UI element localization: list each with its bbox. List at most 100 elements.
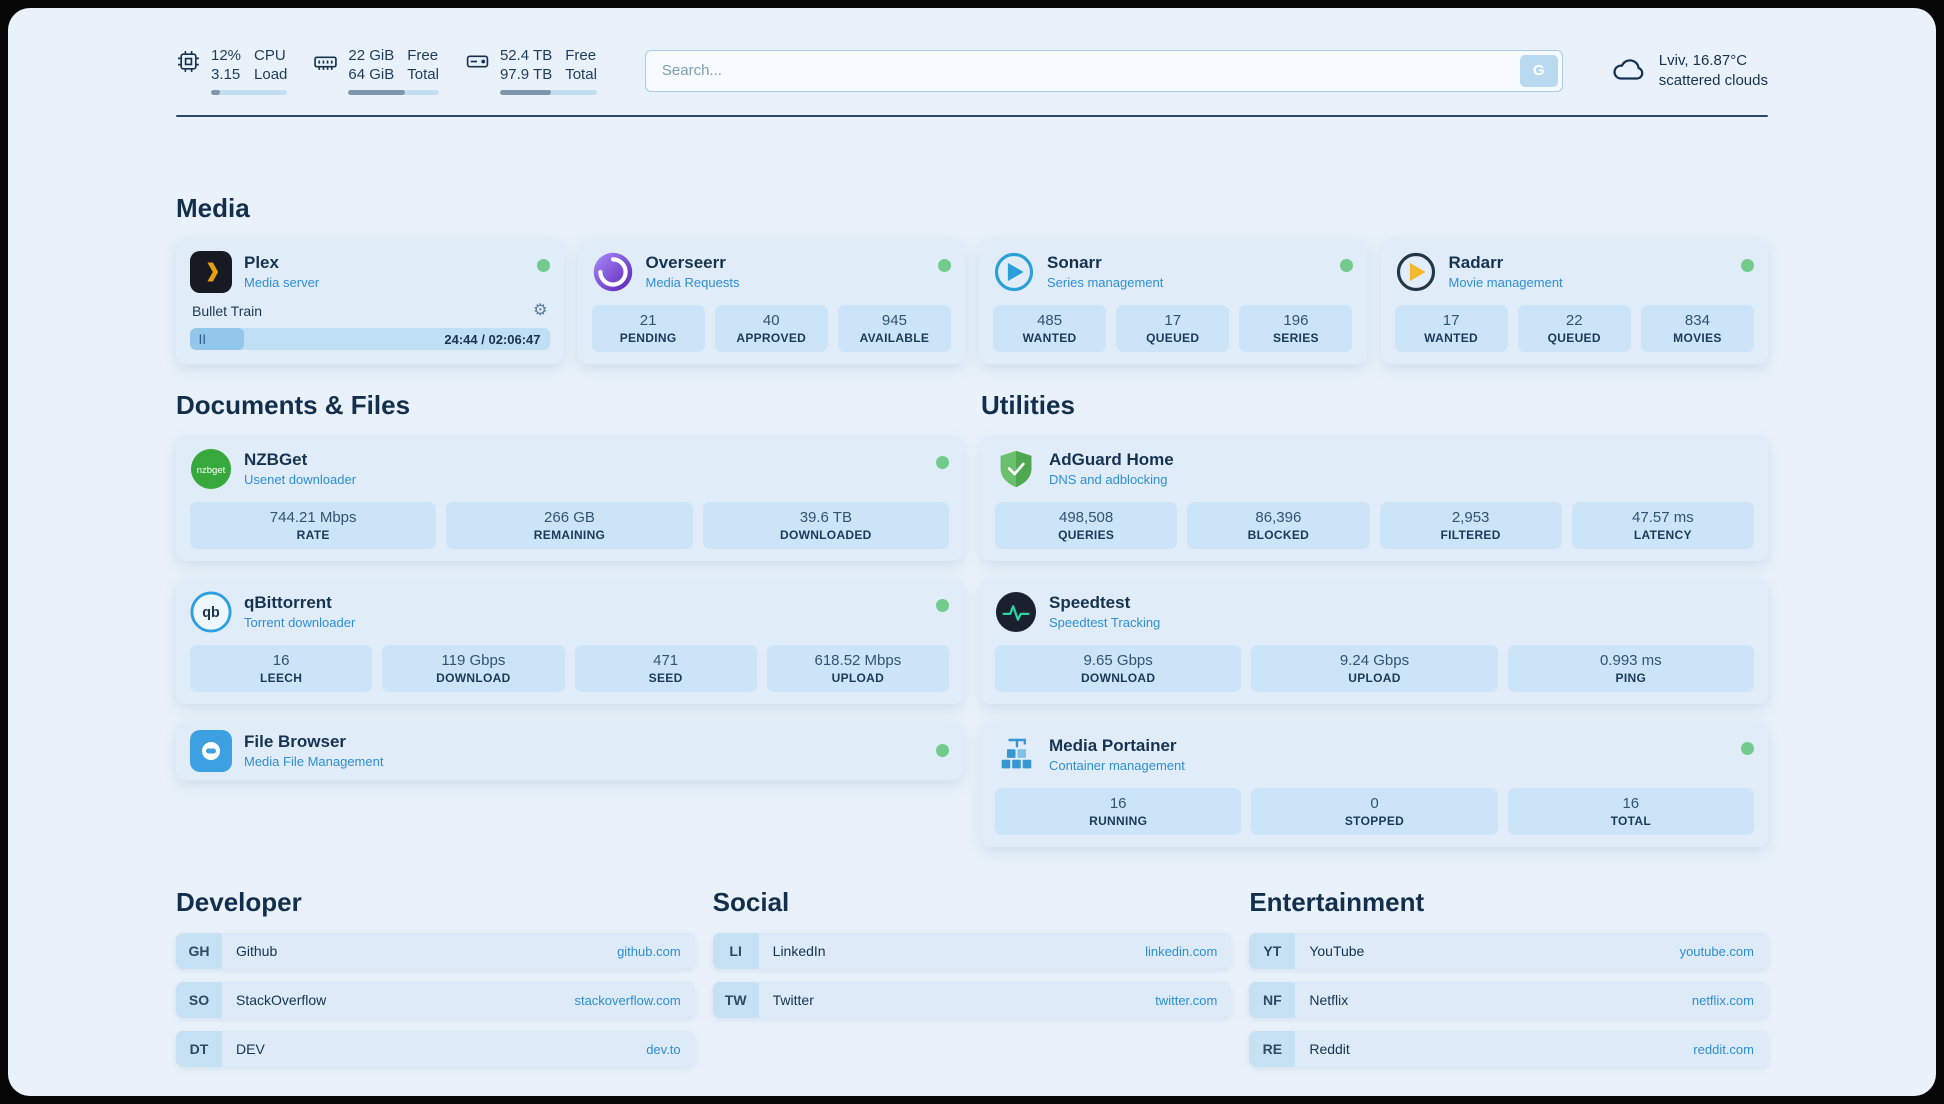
- sonarr-card[interactable]: Sonarr Series management 485 WANTED 17 Q…: [979, 239, 1367, 364]
- adguard-subtitle: DNS and adblocking: [1049, 472, 1168, 487]
- media-section: Media Plex Media server Bullet Train ⚙: [176, 193, 1768, 364]
- overseerr-stat-approved: 40 APPROVED: [714, 305, 828, 352]
- link-twitter[interactable]: TW Twitter twitter.com: [712, 982, 1232, 1018]
- sonarr-stat-series: 196 SERIES: [1239, 305, 1353, 352]
- disk-widget: 52.4 TB 97.9 TB Free Total: [465, 46, 597, 95]
- portainer-card[interactable]: Media Portainer Container management 16 …: [981, 722, 1768, 847]
- nzbget-stat-remaining: 266 GB REMAINING: [446, 502, 693, 549]
- link-dev[interactable]: DT DEV dev.to: [176, 1031, 695, 1067]
- radarr-stat-wanted: 17 WANTED: [1394, 305, 1508, 352]
- link-linkedin[interactable]: LI LinkedIn linkedin.com: [712, 933, 1232, 969]
- sonarr-stat-queued: 17 QUEUED: [1116, 305, 1230, 352]
- portainer-stat-stopped: 0 STOPPED: [1251, 788, 1498, 835]
- qbittorrent-stat-seed: 471 SEED: [574, 645, 757, 692]
- weather-condition: scattered clouds: [1658, 71, 1768, 89]
- nzbget-stat-rate: 744.21 Mbps RATE: [190, 502, 437, 549]
- link-netflix[interactable]: NF Netflix netflix.com: [1249, 982, 1768, 1018]
- speedtest-icon: [995, 591, 1037, 633]
- middle-zone: Documents & Files nzbget NZBGet Usenet d…: [176, 390, 1768, 847]
- qbittorrent-status-dot: [936, 599, 949, 612]
- stackoverflow-badge: SO: [176, 982, 222, 1018]
- pause-icon[interactable]: ||: [199, 333, 207, 345]
- twitter-badge: TW: [712, 982, 759, 1018]
- reddit-badge: RE: [1249, 1031, 1296, 1067]
- cpu-progress-fill: [211, 90, 221, 95]
- playback-time: 24:44 / 02:06:47: [444, 331, 541, 347]
- social-section-title: Social: [712, 887, 790, 917]
- overseerr-stat-pending: 21 PENDING: [591, 305, 705, 352]
- adguard-stats: 498,508 QUERIES 86,396 BLOCKED 2,953 FIL…: [995, 502, 1754, 549]
- nzbget-status-dot: [936, 456, 949, 469]
- portainer-icon: [995, 734, 1037, 776]
- overseerr-stat-available: 945 AVAILABLE: [837, 305, 951, 352]
- adguard-card[interactable]: AdGuard Home DNS and adblocking 498,508 …: [981, 436, 1768, 561]
- nzbget-stat-downloaded: 39.6 TB DOWNLOADED: [702, 502, 949, 549]
- adguard-stat-filtered: 2,953 FILTERED: [1379, 502, 1562, 549]
- overseerr-name: Overseerr: [645, 253, 726, 272]
- linkedin-badge: LI: [712, 933, 759, 969]
- disk-total-value: 97.9 TB: [499, 66, 553, 83]
- sonarr-subtitle: Series management: [1047, 275, 1164, 290]
- header-divider: [176, 115, 1768, 117]
- filebrowser-status-dot: [936, 744, 949, 757]
- search-engine-button[interactable]: G: [1519, 54, 1558, 87]
- cpu-usage-label: CPU: [254, 47, 286, 64]
- nzbget-card[interactable]: nzbget NZBGet Usenet downloader 744.21 M…: [176, 436, 963, 561]
- settings-gear-icon[interactable]: ⚙: [533, 302, 548, 319]
- link-youtube[interactable]: YT YouTube youtube.com: [1249, 933, 1768, 969]
- playback-progress-bar[interactable]: || 24:44 / 02:06:47: [190, 328, 550, 350]
- speedtest-stats: 9.65 Gbps DOWNLOAD 9.24 Gbps UPLOAD 0.99…: [995, 645, 1754, 692]
- ram-widget: 22 GiB 64 GiB Free Total: [313, 46, 439, 95]
- radarr-stats: 17 WANTED 22 QUEUED 834 MOVIES: [1394, 305, 1755, 352]
- ram-progress-bar: [348, 90, 439, 95]
- adguard-stat-queries: 498,508 QUERIES: [995, 502, 1178, 549]
- weather-widget: Lviv, 16.87°C scattered clouds: [1611, 51, 1768, 91]
- disk-total-label: Total: [565, 66, 597, 83]
- plex-icon: [190, 251, 232, 293]
- now-playing-title: Bullet Train: [192, 303, 263, 319]
- radarr-card[interactable]: Radarr Movie management 17 WANTED 22 QUE…: [1380, 239, 1768, 364]
- filebrowser-card[interactable]: File Browser Media File Management: [176, 722, 963, 780]
- now-playing-row: Bullet Train ⚙: [190, 302, 550, 320]
- social-column: Social LI LinkedIn linkedin.com TW Twitt…: [712, 887, 1232, 1018]
- netflix-badge: NF: [1249, 982, 1296, 1018]
- link-github[interactable]: GH Github github.com: [176, 933, 695, 969]
- topbar: 12% 3.15 CPU Load: [176, 46, 1768, 95]
- dev-badge: DT: [176, 1031, 222, 1067]
- qbittorrent-icon: qb: [190, 591, 232, 633]
- portainer-status-dot: [1741, 742, 1754, 755]
- ram-free-value: 22 GiB: [348, 47, 395, 64]
- nzbget-subtitle: Usenet downloader: [244, 472, 357, 487]
- media-section-title: Media: [176, 193, 250, 223]
- sonarr-stat-wanted: 485 WANTED: [993, 305, 1107, 352]
- cpu-chip-icon: [176, 49, 201, 74]
- link-stackoverflow[interactable]: SO StackOverflow stackoverflow.com: [176, 982, 695, 1018]
- plex-card[interactable]: Plex Media server Bullet Train ⚙ || 24:4…: [176, 239, 564, 364]
- radarr-status-dot: [1741, 259, 1754, 272]
- speedtest-subtitle: Speedtest Tracking: [1049, 615, 1161, 630]
- ram-total-label: Total: [407, 66, 439, 83]
- cpu-load-label: Load: [254, 66, 288, 83]
- sonarr-icon: [993, 251, 1035, 293]
- search-input[interactable]: [644, 49, 1563, 92]
- hard-drive-icon: [465, 49, 490, 74]
- portainer-stat-total: 16 TOTAL: [1507, 788, 1754, 835]
- portainer-stat-running: 16 RUNNING: [995, 788, 1242, 835]
- cpu-widget: 12% 3.15 CPU Load: [176, 46, 288, 95]
- filebrowser-subtitle: Media File Management: [244, 754, 384, 769]
- playback-progress-fill: [190, 328, 244, 350]
- overseerr-card[interactable]: Overseerr Media Requests 21 PENDING 40 A…: [577, 239, 965, 364]
- disk-free-label: Free: [565, 47, 597, 64]
- svg-text:nzbget: nzbget: [197, 465, 226, 476]
- speedtest-card[interactable]: Speedtest Speedtest Tracking 9.65 Gbps D…: [981, 579, 1768, 704]
- disk-progress-fill: [499, 90, 552, 95]
- documents-section-title: Documents & Files: [176, 390, 411, 420]
- qbittorrent-card[interactable]: qb qBittorrent Torrent downloader 16 LEE…: [176, 579, 963, 704]
- link-reddit[interactable]: RE Reddit reddit.com: [1249, 1031, 1768, 1067]
- radarr-subtitle: Movie management: [1448, 275, 1563, 290]
- nzbget-icon: nzbget: [190, 448, 232, 490]
- svg-text:qb: qb: [202, 605, 220, 621]
- overseerr-stats: 21 PENDING 40 APPROVED 945 AVAILABLE: [591, 305, 952, 352]
- ram-total-value: 64 GiB: [348, 66, 395, 83]
- entertainment-column: Entertainment YT YouTube youtube.com NF …: [1249, 887, 1768, 1067]
